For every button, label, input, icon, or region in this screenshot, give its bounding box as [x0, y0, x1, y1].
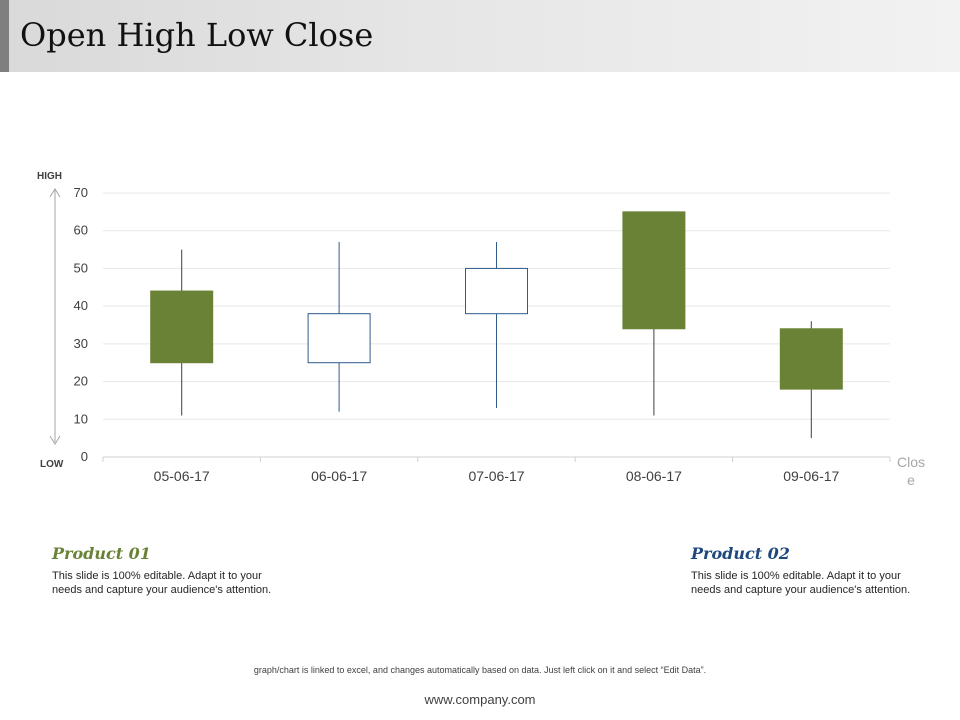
- footer-url[interactable]: www.company.com: [424, 692, 536, 707]
- candle-body: [307, 313, 371, 364]
- title-accent-bar: [0, 0, 9, 72]
- product-01-title: Product 01: [52, 544, 151, 563]
- y-tick-label: 30: [74, 336, 88, 351]
- candle-body: [779, 328, 843, 390]
- x-tick-label: 07-06-17: [468, 468, 524, 484]
- x-tick-label: 08-06-17: [626, 468, 682, 484]
- y-tick-label: 40: [74, 298, 88, 313]
- x-tick-label: 06-06-17: [311, 468, 367, 484]
- y-tick-label: 20: [74, 374, 88, 389]
- footer-note: graph/chart is linked to excel, and chan…: [253, 665, 707, 675]
- candle-body: [622, 211, 686, 330]
- low-label: LOW: [40, 459, 64, 470]
- product-02-title: Product 02: [691, 544, 790, 563]
- x-tick-label: 05-06-17: [154, 468, 210, 484]
- high-label: HIGH: [37, 171, 62, 182]
- arrow-up-icon: [49, 188, 61, 198]
- title-bar: Open High Low Close: [0, 0, 960, 72]
- y-tick-label: 60: [74, 223, 88, 238]
- y-tick-label: 50: [74, 260, 88, 275]
- ohlc-chart[interactable]: 0 10 20 30 40 50 60 70 05-06-17 06-06-17 07-06-17 0…: [0, 160, 960, 500]
- page-title: Open High Low Close: [20, 16, 374, 54]
- legend-close: Clos e: [897, 454, 925, 488]
- y-tick-label: 70: [74, 185, 88, 200]
- y-tick-label: 0: [81, 449, 88, 464]
- arrow-down-icon: [49, 435, 61, 445]
- candle-body: [465, 267, 528, 315]
- product-01-description: This slide is 100% editable. Adapt it to…: [52, 570, 272, 596]
- candle-body: [150, 290, 214, 364]
- x-tick-label: 09-06-17: [783, 468, 839, 484]
- y-tick-label: 10: [74, 411, 88, 426]
- product-02-description: This slide is 100% editable. Adapt it to…: [691, 570, 911, 596]
